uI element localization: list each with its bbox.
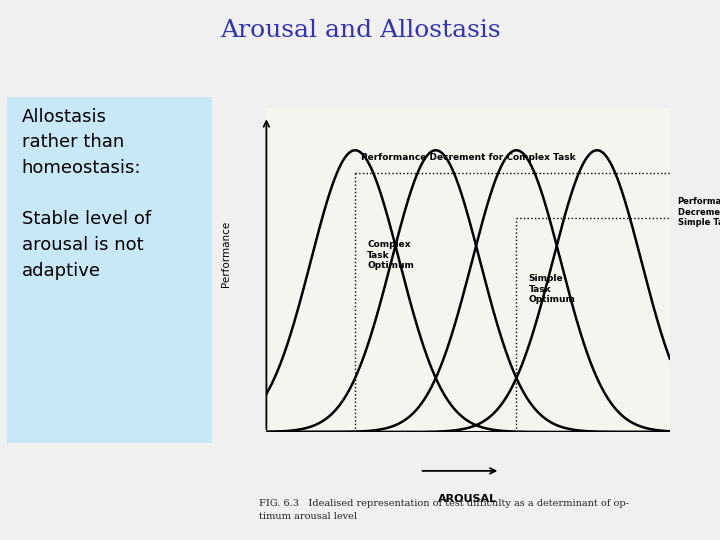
Text: timum arousal level: timum arousal level	[259, 512, 357, 521]
Text: AROUSAL: AROUSAL	[438, 494, 498, 504]
Text: Arousal and Allostasis: Arousal and Allostasis	[220, 19, 500, 42]
Text: Complex
Task
Optimum: Complex Task Optimum	[367, 240, 414, 270]
Text: Simple
Task
Optimum: Simple Task Optimum	[528, 274, 575, 304]
Text: Performance Decrement for Complex Task: Performance Decrement for Complex Task	[361, 152, 575, 161]
Text: FIG. 6.3   Idealised representation of test difficulty as a determinant of op-: FIG. 6.3 Idealised representation of tes…	[259, 500, 629, 509]
Text: Performance: Performance	[221, 221, 231, 287]
Text: Performance
Decrement for
Simple Task: Performance Decrement for Simple Task	[678, 197, 720, 227]
Text: Allostasis
rather than
homeostasis:

Stable level of
arousal is not
adaptive: Allostasis rather than homeostasis: Stab…	[22, 107, 150, 280]
